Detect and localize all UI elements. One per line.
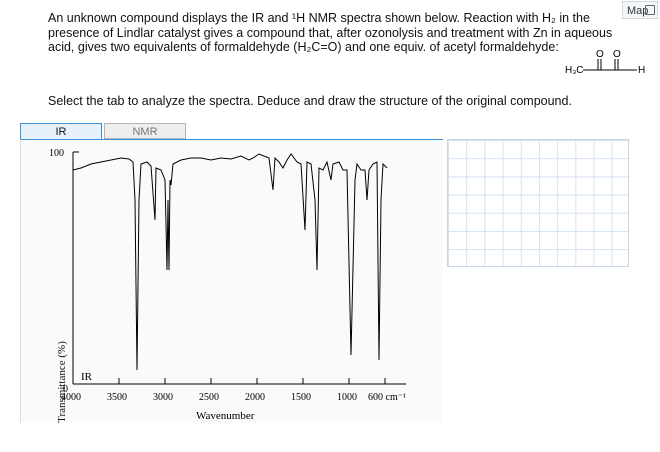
map-button[interactable]: Map: [622, 1, 658, 19]
y-axis-100-label: 100: [49, 148, 64, 159]
x-axis-label: Wavenumber: [196, 410, 255, 422]
x-tick-2000: 2000: [245, 392, 265, 403]
oxygen-2-label: O: [613, 49, 621, 60]
x-tick-4000: 4000: [61, 392, 81, 403]
methyl-group-label: H₃C: [565, 65, 584, 76]
x-tick-600: 600 cm⁻¹: [368, 392, 406, 403]
instruction-text: Select the tab to analyze the spectra. D…: [48, 94, 572, 108]
tab-nmr[interactable]: NMR: [104, 123, 186, 139]
acetyl-formaldehyde-structure: H₃C O O H: [565, 49, 645, 76]
drawing-grid-canvas[interactable]: [447, 139, 629, 267]
x-tick-3500: 3500: [107, 392, 127, 403]
question-prompt: An unknown compound displays the IR and …: [48, 11, 628, 55]
ir-spectrum-panel: 100 0 IR 4000 3500 3000 2500 2000 1500 1…: [20, 139, 443, 423]
x-tick-1500: 1500: [291, 392, 311, 403]
external-link-icon: [645, 5, 655, 15]
y-axis-0-label: 0: [63, 384, 68, 395]
x-tick-2500: 2500: [199, 392, 219, 403]
ir-spectrum-chart: 100 0 IR 4000 3500 3000 2500 2000 1500 1…: [49, 148, 406, 422]
prompt-line-1: An unknown compound displays the IR and …: [48, 11, 590, 25]
x-tick-1000: 1000: [337, 392, 357, 403]
ir-inset-label: IR: [81, 371, 93, 383]
map-label: Map: [627, 5, 649, 17]
y-axis-label: Transmittance (%): [56, 341, 68, 423]
x-tick-3000: 3000: [153, 392, 173, 403]
oxygen-1-label: O: [596, 49, 604, 60]
ir-spectrum-trace: [72, 153, 388, 371]
prompt-line-2: presence of Lindlar catalyst gives a com…: [48, 25, 613, 40]
tab-ir[interactable]: IR: [20, 123, 102, 139]
prompt-line-3: acid, gives two equivalents of formaldeh…: [48, 40, 559, 54]
hydrogen-label: H: [638, 65, 645, 76]
